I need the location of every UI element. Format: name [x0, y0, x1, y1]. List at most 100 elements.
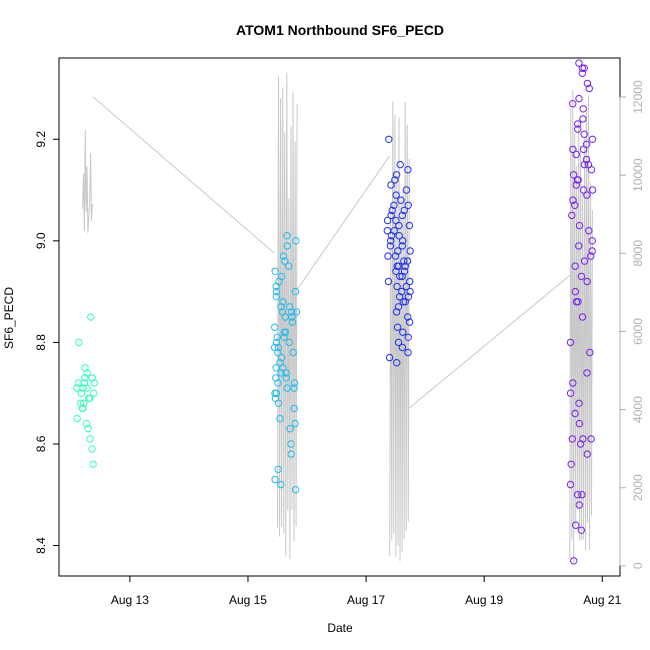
- data-point: [290, 379, 299, 387]
- data-point: [90, 379, 99, 387]
- data-point: [392, 308, 401, 316]
- data-point: [289, 348, 297, 357]
- data-point: [571, 201, 579, 210]
- data-point: [583, 79, 592, 88]
- data-point: [287, 450, 295, 458]
- data-point: [286, 425, 294, 433]
- data-point: [88, 374, 96, 382]
- y2-tick-label: 12000: [631, 80, 645, 114]
- data-point: [276, 414, 284, 423]
- chart-title: ATOM1 Northbound SF6_PECD: [236, 22, 444, 38]
- data-point: [273, 333, 281, 341]
- data-point: [290, 384, 298, 392]
- data-point: [585, 84, 593, 93]
- data-point: [271, 389, 279, 397]
- x-axis-label: Date: [327, 621, 353, 635]
- data-point: [285, 262, 293, 270]
- x-tick-label: Aug 19: [465, 593, 503, 607]
- y2-axis: 0 2000 4000 6000 8000 10000 12000: [619, 80, 645, 569]
- y2-tick-label: 2000: [631, 474, 645, 501]
- data-point: [73, 414, 81, 423]
- y2-tick-label: 4000: [631, 396, 645, 423]
- data-point: [398, 343, 407, 352]
- data-point: [580, 186, 588, 194]
- data-point: [75, 338, 83, 347]
- y2-tick-label: 0: [631, 562, 645, 569]
- data-point: [271, 323, 279, 331]
- data-point: [392, 216, 400, 225]
- data-point: [272, 293, 281, 301]
- data-point: [394, 247, 402, 255]
- data-point: [406, 247, 414, 255]
- data-point: [282, 374, 290, 382]
- data-point: [582, 155, 591, 164]
- data-point: [281, 257, 289, 265]
- data-point: [575, 242, 583, 250]
- data-point: [575, 399, 583, 407]
- data-point: [569, 145, 577, 154]
- data-point: [292, 237, 300, 245]
- data-point: [81, 364, 89, 372]
- data-point: [579, 115, 587, 123]
- data-point: [566, 480, 575, 489]
- data-point: [283, 242, 291, 250]
- data-point: [567, 460, 575, 468]
- data-point: [575, 59, 583, 67]
- data-point: [396, 160, 404, 169]
- data-point: [574, 120, 582, 128]
- data-point: [582, 140, 591, 149]
- data-point: [277, 353, 286, 362]
- data-point: [86, 394, 94, 402]
- data-point: [386, 242, 395, 250]
- y-tick-label: 8.4: [34, 537, 48, 554]
- data-point: [402, 186, 411, 194]
- data-point: [385, 353, 394, 362]
- data-point: [568, 435, 576, 443]
- data-point: [568, 211, 576, 220]
- y-tick-label: 8.6: [34, 435, 48, 452]
- data-point: [404, 333, 412, 341]
- data-point: [404, 166, 412, 174]
- data-point: [77, 389, 86, 397]
- data-point: [588, 237, 596, 245]
- data-point: [402, 282, 410, 291]
- data-point: [393, 323, 402, 331]
- y-tick-label: 9.0: [34, 232, 48, 249]
- data-point: [569, 171, 578, 179]
- data-point: [279, 252, 288, 260]
- plot-frame: [58, 57, 621, 577]
- data-point: [580, 130, 588, 138]
- data-point: [79, 384, 87, 392]
- data-point: [578, 313, 587, 321]
- data-point: [392, 191, 400, 199]
- data-point: [89, 460, 97, 468]
- data-point: [82, 419, 91, 428]
- data-point: [393, 262, 401, 270]
- data-point: [577, 272, 586, 281]
- data-point: [569, 379, 577, 387]
- data-point: [570, 557, 578, 565]
- data-point: [572, 150, 580, 159]
- data-point: [583, 277, 591, 286]
- y-axis-label: SF6_PECD: [2, 287, 16, 349]
- data-point: [285, 338, 293, 347]
- data-point: [404, 201, 412, 210]
- data-point: [406, 287, 414, 296]
- data-point: [398, 287, 406, 296]
- data-point: [277, 369, 285, 377]
- data-point: [573, 176, 582, 184]
- data-point: [399, 328, 407, 336]
- data-point: [404, 313, 412, 321]
- data-point: [270, 343, 279, 352]
- data-point: [574, 125, 582, 133]
- data-point: [578, 69, 586, 77]
- data-point: [578, 64, 586, 72]
- data-point: [399, 298, 407, 306]
- data-point: [572, 521, 580, 529]
- data-point: [393, 282, 401, 291]
- data-point: [271, 267, 279, 275]
- point-series: [73, 59, 597, 565]
- data-point: [283, 384, 291, 392]
- data-point: [290, 404, 298, 413]
